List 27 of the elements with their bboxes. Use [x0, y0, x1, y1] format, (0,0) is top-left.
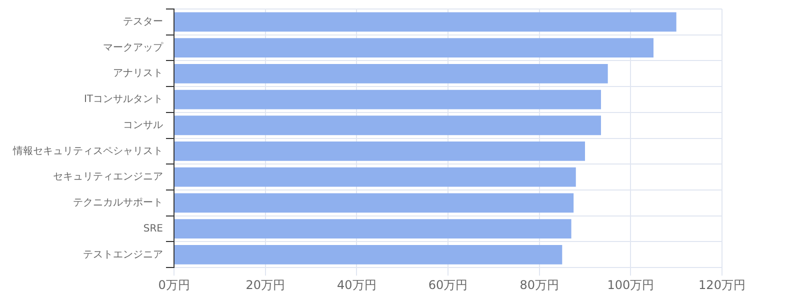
- bar: [174, 116, 601, 136]
- x-tick-label: 80万円: [520, 278, 559, 292]
- y-tick-label: 情報セキュリティスペシャリスト: [12, 144, 163, 157]
- bar: [174, 193, 574, 213]
- bar: [174, 12, 676, 32]
- y-tick-label: テストエンジニア: [83, 249, 163, 260]
- x-tick-label: 60万円: [428, 278, 468, 292]
- bar: [174, 64, 608, 84]
- bar: [174, 167, 576, 187]
- y-tick-label: SRE: [143, 223, 163, 234]
- y-tick-label: コンサル: [123, 120, 163, 131]
- bar: [174, 142, 585, 161]
- y-tick-label: セキュリティエンジニア: [53, 172, 163, 183]
- x-tick-label: 120万円: [698, 278, 746, 292]
- bar: [174, 38, 654, 58]
- y-tick-label: テクニカルサポート: [73, 198, 163, 209]
- y-tick-label: マークアップ: [103, 41, 164, 54]
- x-tick-label: 100万円: [607, 278, 654, 292]
- bar: [174, 219, 572, 239]
- y-tick-label: テスター: [123, 16, 163, 28]
- x-tick-label: 40万円: [337, 278, 376, 292]
- y-tick-label: アナリスト: [113, 68, 163, 80]
- bar: [174, 90, 601, 110]
- x-tick-label: 0万円: [158, 278, 190, 292]
- y-tick-label: ITコンサルタント: [84, 94, 163, 106]
- bar: [174, 244, 562, 264]
- x-tick-label: 20万円: [246, 278, 285, 292]
